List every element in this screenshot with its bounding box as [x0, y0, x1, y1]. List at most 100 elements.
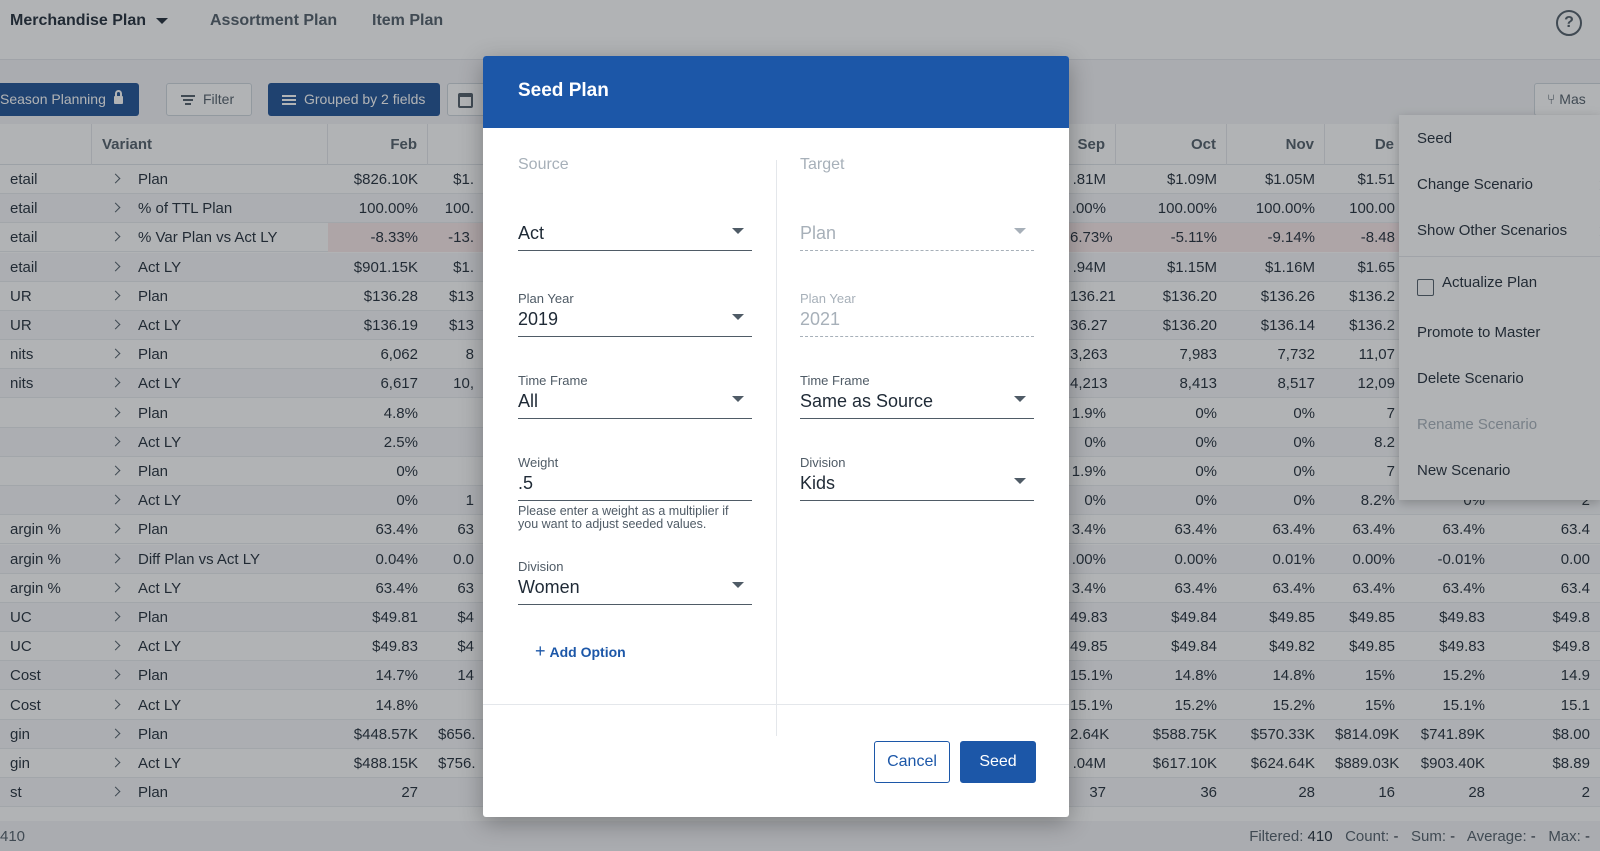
cell-sep[interactable]: 2.64K	[1070, 725, 1110, 743]
cell-metric[interactable]: argin %	[10, 521, 61, 539]
cell-nov[interactable]: 14.8%	[1272, 667, 1315, 685]
cell-jan[interactable]: $903.40K	[1420, 755, 1485, 772]
cell-dec[interactable]: 7	[1386, 404, 1395, 422]
cell-jan2[interactable]: 2	[1581, 492, 1590, 510]
cell-feb[interactable]: 14.8%	[375, 696, 418, 714]
cell-sep[interactable]: 49.83	[1070, 609, 1108, 626]
cell-variant[interactable]: Plan	[138, 171, 169, 188]
cell-sep[interactable]: 37	[1089, 784, 1106, 802]
cell-oct[interactable]: -5.11%	[1116, 223, 1227, 253]
cell-oct[interactable]: 8,413	[1179, 375, 1217, 393]
cell-sep[interactable]: 3,263	[1070, 346, 1108, 364]
cell-feb[interactable]: $136.28	[363, 287, 418, 305]
cell-nov[interactable]: 15.2%	[1272, 696, 1315, 714]
cell-nov[interactable]: 0%	[1293, 404, 1315, 422]
cell-mar[interactable]: $4	[457, 609, 474, 626]
cell-variant[interactable]: Act LY	[138, 579, 182, 597]
cell-feb[interactable]: 0.04%	[375, 550, 418, 568]
cell-variant[interactable]: Plan	[138, 287, 169, 305]
cell-oct[interactable]: 14.8%	[1174, 667, 1217, 685]
cell-sep[interactable]: 6.73%	[1060, 223, 1116, 253]
cell-nov[interactable]: 28	[1298, 784, 1315, 802]
cell-mar[interactable]: $756.	[438, 755, 476, 772]
cell-feb[interactable]: 100.00%	[358, 200, 418, 218]
cell-feb[interactable]: $826.10K	[353, 171, 418, 188]
cell-jan2[interactable]: 14.9	[1560, 667, 1590, 685]
cell-jan[interactable]: $741.89K	[1420, 725, 1485, 743]
cell-sep[interactable]: 4,213	[1070, 375, 1108, 393]
cell-jan2[interactable]: 0.00	[1560, 550, 1590, 568]
cell-variant[interactable]: Act LY	[138, 755, 182, 772]
menu-seed[interactable]: Seed	[1417, 130, 1453, 147]
cell-jan[interactable]: 28	[1468, 784, 1485, 802]
cell-dec[interactable]: 7	[1386, 463, 1395, 480]
cell-variant[interactable]: Act LY	[138, 433, 182, 451]
weight-input[interactable]: Weight .5	[518, 455, 752, 501]
menu-new-scenario[interactable]: New Scenario	[1417, 462, 1511, 479]
cell-jan2[interactable]: 15.1	[1560, 696, 1590, 714]
nav-item-plan[interactable]: Item Plan	[372, 12, 444, 29]
cell-oct[interactable]: 100.00%	[1157, 200, 1217, 218]
cell-metric[interactable]: nits	[10, 346, 34, 364]
cell-oct[interactable]: $49.84	[1171, 638, 1217, 656]
cell-dec[interactable]: $1.65	[1357, 258, 1395, 276]
cell-oct[interactable]: $136.20	[1162, 287, 1217, 305]
cell-dec[interactable]: 100.00	[1349, 200, 1395, 218]
cell-metric[interactable]: Cost	[10, 696, 41, 714]
cell-mar[interactable]: $13	[448, 287, 474, 305]
cell-jan2[interactable]: 2	[1581, 784, 1590, 802]
cell-oct[interactable]: $49.84	[1171, 609, 1217, 626]
header-variant[interactable]: Variant	[92, 124, 328, 165]
cell-dec[interactable]: 15%	[1364, 696, 1395, 714]
cell-metric[interactable]: UR	[10, 287, 32, 305]
cell-dec[interactable]: 8.2%	[1360, 492, 1395, 510]
cell-feb[interactable]: 6,617	[380, 375, 418, 393]
cell-feb[interactable]: $488.15K	[353, 755, 418, 772]
cell-oct[interactable]: 63.4%	[1174, 521, 1217, 539]
cell-jan[interactable]: 63.4%	[1442, 521, 1485, 539]
header-oct[interactable]: Oct	[1116, 124, 1227, 165]
cell-sep[interactable]: 15.1%	[1070, 696, 1113, 714]
nav-merchandise-plan[interactable]: Merchandise Plan	[10, 12, 169, 30]
cell-jan2[interactable]: $49.8	[1552, 609, 1590, 626]
cell-nov[interactable]: 100.00%	[1255, 200, 1315, 218]
cell-nov[interactable]: $136.14	[1260, 317, 1315, 334]
cell-jan[interactable]: 63.4%	[1442, 579, 1485, 597]
cell-oct[interactable]: $588.75K	[1152, 725, 1217, 743]
cell-sep[interactable]: 0%	[1084, 492, 1106, 510]
cell-feb[interactable]: 2.5%	[383, 433, 418, 451]
cell-metric[interactable]: etail	[10, 258, 38, 276]
cell-feb[interactable]: -8.33%	[328, 223, 428, 253]
cell-feb[interactable]: 63.4%	[375, 521, 418, 539]
cell-oct[interactable]: 0%	[1195, 463, 1217, 480]
cell-oct[interactable]: $1.15M	[1166, 258, 1217, 276]
cell-sep[interactable]: 136.21	[1070, 287, 1116, 305]
cell-sep[interactable]: .81M	[1072, 171, 1106, 188]
cell-dec[interactable]: 12,09	[1357, 375, 1395, 393]
cell-sep[interactable]: .04M	[1072, 755, 1106, 772]
cell-sep[interactable]: 1.9%	[1071, 404, 1106, 422]
cell-sep[interactable]: 1.9%	[1071, 463, 1106, 480]
cell-oct[interactable]: 0%	[1195, 492, 1217, 510]
cell-mar[interactable]: -13.	[428, 223, 484, 253]
source-select[interactable]: Act	[518, 211, 752, 251]
cell-dec[interactable]: $136.2	[1349, 287, 1395, 305]
cell-sep[interactable]: .00%	[1071, 200, 1106, 218]
actualize-plan-checkbox[interactable]	[1417, 279, 1434, 296]
menu-delete-scenario[interactable]: Delete Scenario	[1417, 370, 1524, 387]
cell-mar[interactable]: 8	[465, 346, 474, 364]
source-plan-year-select[interactable]: Plan Year 2019	[518, 291, 752, 337]
target-division-select[interactable]: Division Kids	[800, 455, 1034, 501]
cell-variant[interactable]: Plan	[138, 725, 169, 743]
cell-dec[interactable]: 16	[1378, 784, 1395, 802]
cell-variant[interactable]: Act LY	[138, 258, 182, 276]
cell-mar[interactable]: $656.	[438, 725, 476, 743]
cell-variant[interactable]: % of TTL Plan	[138, 200, 233, 218]
cell-mar[interactable]: 10,	[453, 375, 474, 393]
cell-mar[interactable]: 63	[457, 521, 474, 539]
cell-jan[interactable]: $49.83	[1439, 638, 1485, 656]
cell-feb[interactable]: 14.7%	[375, 667, 418, 685]
cell-nov[interactable]: $136.26	[1260, 287, 1315, 305]
cell-dec[interactable]: 11,07	[1358, 346, 1395, 364]
cell-metric[interactable]: gin	[10, 755, 31, 772]
